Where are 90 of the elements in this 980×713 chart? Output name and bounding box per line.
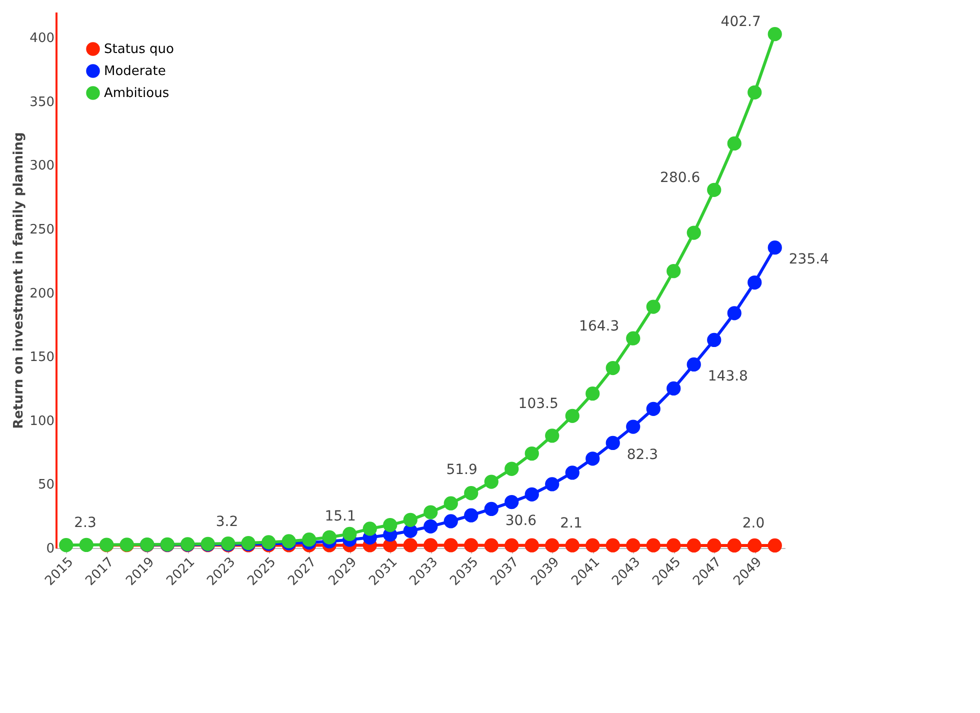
point: [545, 428, 560, 443]
point: [424, 519, 438, 534]
point: [79, 538, 94, 552]
point: [524, 487, 539, 502]
point: [504, 495, 519, 510]
point: [606, 538, 620, 552]
legend-label: Moderate: [104, 64, 166, 79]
point: [464, 486, 478, 500]
y-tick-label: 400: [30, 31, 54, 46]
point: [586, 386, 600, 401]
point: [646, 402, 660, 416]
point: [424, 538, 438, 552]
annotation: 280.6: [660, 170, 700, 186]
point: [484, 502, 498, 516]
y-tick-label: 350: [30, 94, 54, 110]
point: [707, 182, 722, 197]
point: [686, 357, 701, 372]
point: [565, 466, 580, 480]
point: [748, 538, 762, 553]
point: [383, 518, 398, 532]
point: [484, 538, 498, 552]
point: [444, 496, 458, 510]
annotation: 51.9: [446, 462, 478, 478]
point: [322, 530, 336, 544]
annotation: 3.2: [216, 514, 238, 530]
point: [362, 522, 377, 536]
annotation: 82.3: [626, 446, 658, 463]
y-axis-title: Return on investment in family planning: [12, 132, 27, 429]
point: [504, 462, 519, 476]
point: [707, 538, 722, 553]
y-tick-label: 250: [30, 222, 54, 238]
y-tick-label: 150: [30, 350, 54, 366]
annotation: 15.1: [324, 508, 356, 525]
point: [504, 538, 519, 552]
y-tick-label: 100: [30, 414, 54, 429]
y-tick-label: 300: [30, 158, 54, 174]
point: [545, 477, 560, 492]
point: [444, 514, 458, 528]
point: [666, 264, 681, 278]
point: [768, 27, 782, 42]
point: [748, 275, 762, 290]
y-tick-label: 200: [30, 286, 54, 302]
point: [666, 538, 681, 552]
point: [424, 505, 438, 520]
point: [565, 538, 580, 552]
point: [302, 532, 316, 547]
annotation: 2.1: [560, 515, 582, 532]
point: [403, 538, 418, 552]
annotation: 402.7: [720, 14, 761, 30]
point: [768, 240, 782, 255]
point: [646, 300, 660, 314]
point: [666, 381, 681, 396]
point: [444, 538, 458, 552]
point: [586, 538, 600, 552]
legend-label: Ambitious: [104, 86, 170, 101]
point: [727, 538, 742, 553]
point: [626, 538, 640, 552]
point: [626, 420, 640, 434]
annotation: 164.3: [579, 318, 620, 334]
annotation: 2.3: [74, 515, 96, 532]
point: [342, 526, 357, 542]
annotation: 30.6: [505, 512, 537, 529]
y-tick-label: 50: [38, 478, 54, 493]
point: [626, 331, 640, 346]
point: [524, 446, 539, 461]
point: [686, 538, 701, 553]
annotation: 235.4: [788, 252, 830, 268]
y-tick-label: 0: [46, 542, 54, 556]
point: [464, 538, 478, 552]
point: [484, 474, 498, 489]
point: [464, 508, 478, 522]
point: [646, 538, 660, 552]
annotation: 2.0: [742, 515, 765, 532]
annotation: 103.5: [518, 396, 558, 412]
point: [606, 436, 620, 450]
legend-label: Status quo: [104, 42, 174, 57]
point: [727, 136, 742, 151]
point: [586, 452, 600, 466]
point: [768, 538, 782, 553]
point: [748, 85, 762, 100]
point: [727, 306, 742, 320]
point: [59, 538, 74, 552]
point: [606, 361, 620, 376]
point: [686, 226, 701, 240]
point: [403, 512, 418, 527]
point: [524, 538, 539, 552]
point: [545, 538, 560, 552]
annotation: 143.8: [708, 368, 748, 384]
point: [707, 332, 722, 348]
point: [565, 408, 580, 423]
